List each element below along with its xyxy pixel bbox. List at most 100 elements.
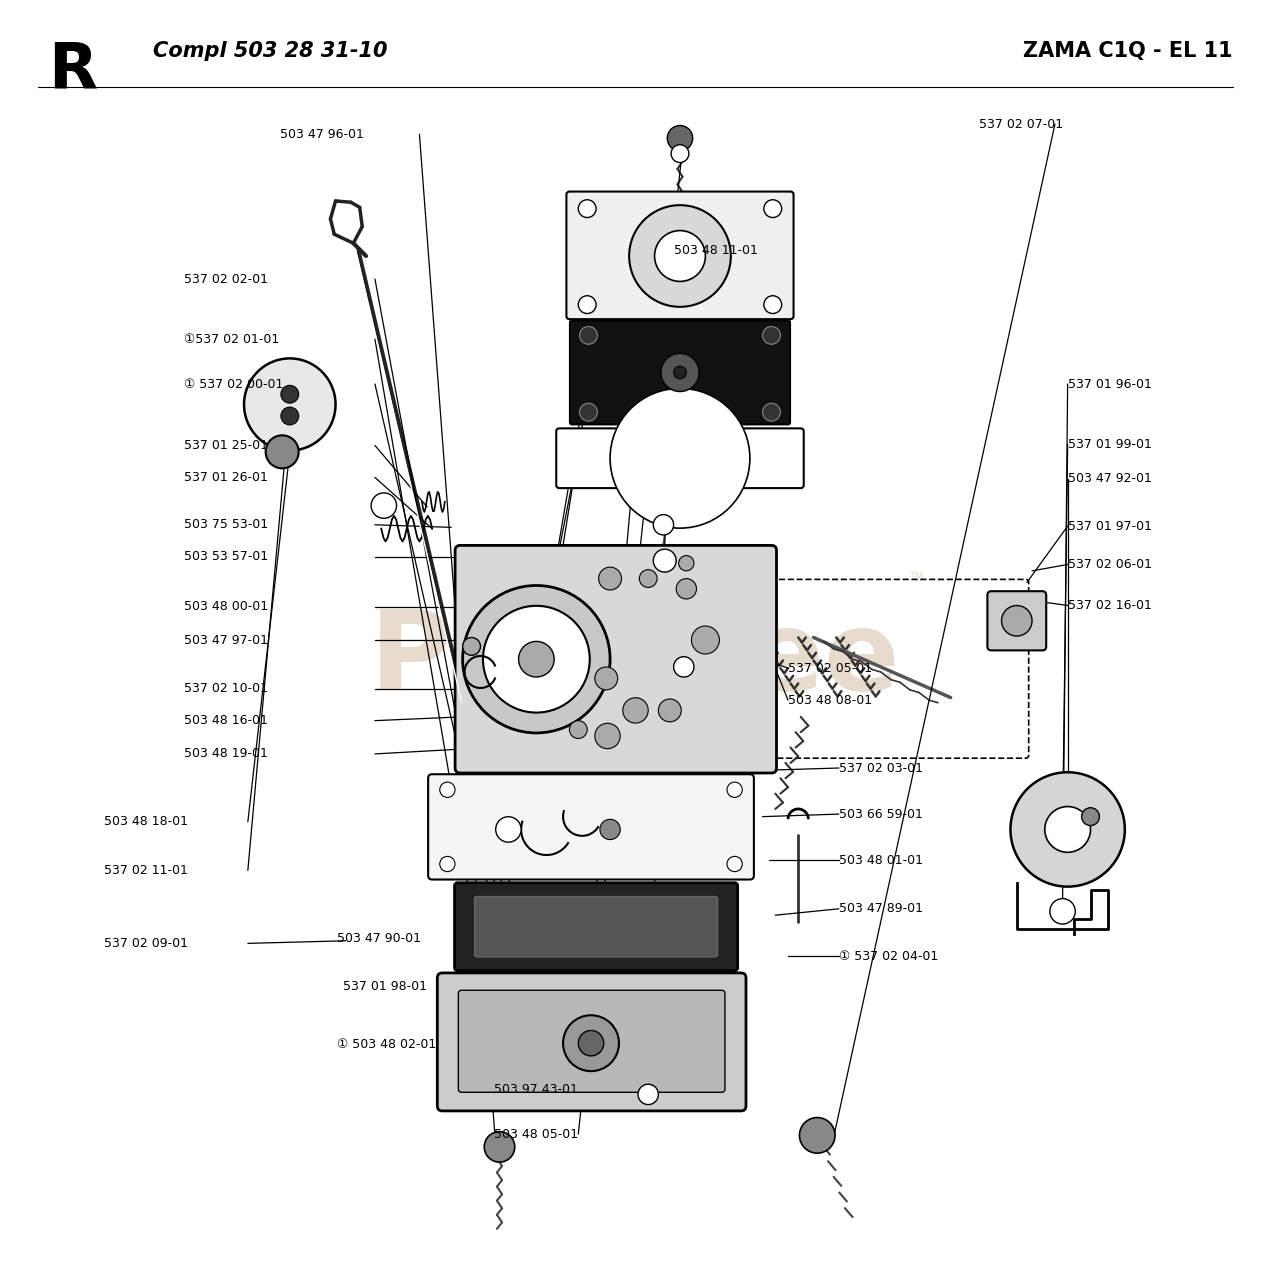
Text: 537 02 02-01: 537 02 02-01 xyxy=(184,273,268,285)
Circle shape xyxy=(655,230,705,282)
Text: ① 503 48 02-01: ① 503 48 02-01 xyxy=(337,1038,436,1051)
Circle shape xyxy=(667,125,693,151)
Circle shape xyxy=(658,699,681,722)
Text: 537 01 98-01: 537 01 98-01 xyxy=(343,980,427,993)
Circle shape xyxy=(638,1084,658,1105)
Circle shape xyxy=(1050,899,1075,924)
Circle shape xyxy=(496,817,521,842)
Circle shape xyxy=(763,403,780,421)
Circle shape xyxy=(676,579,697,599)
Circle shape xyxy=(483,605,590,713)
Circle shape xyxy=(1045,806,1091,852)
Circle shape xyxy=(1002,605,1032,636)
FancyBboxPatch shape xyxy=(569,320,791,425)
Text: 537 02 06-01: 537 02 06-01 xyxy=(1068,558,1152,571)
Circle shape xyxy=(519,641,554,677)
Circle shape xyxy=(580,403,597,421)
Text: 537 02 09-01: 537 02 09-01 xyxy=(104,937,188,950)
Ellipse shape xyxy=(244,358,336,451)
Circle shape xyxy=(600,819,620,840)
Text: 503 97 43-01: 503 97 43-01 xyxy=(494,1083,578,1096)
Circle shape xyxy=(679,556,694,571)
Text: 537 02 10-01: 537 02 10-01 xyxy=(184,682,268,695)
FancyBboxPatch shape xyxy=(988,591,1046,650)
Circle shape xyxy=(463,637,480,655)
Text: 503 66 59-01: 503 66 59-01 xyxy=(839,808,923,820)
FancyBboxPatch shape xyxy=(567,192,793,319)
Text: 503 47 97-01: 503 47 97-01 xyxy=(184,634,268,646)
FancyBboxPatch shape xyxy=(455,883,737,970)
Text: 503 48 05-01: 503 48 05-01 xyxy=(494,1128,578,1140)
Circle shape xyxy=(580,326,597,344)
Circle shape xyxy=(569,721,587,739)
Circle shape xyxy=(595,667,618,690)
Circle shape xyxy=(578,1030,604,1056)
Text: 503 48 16-01: 503 48 16-01 xyxy=(184,714,268,727)
Text: 503 47 89-01: 503 47 89-01 xyxy=(839,902,923,915)
Text: ZAMA C1Q - EL 11: ZAMA C1Q - EL 11 xyxy=(1023,41,1233,61)
Text: 503 48 01-01: 503 48 01-01 xyxy=(839,854,923,867)
Text: 503 47 96-01: 503 47 96-01 xyxy=(280,128,364,141)
Text: 503 48 11-01: 503 48 11-01 xyxy=(674,244,758,257)
Text: 503 48 19-01: 503 48 19-01 xyxy=(184,748,268,760)
Text: 537 01 26-01: 537 01 26-01 xyxy=(184,471,268,484)
Circle shape xyxy=(1082,808,1099,826)
Text: 537 01 99-01: 537 01 99-01 xyxy=(1068,438,1152,451)
Circle shape xyxy=(727,782,742,797)
Text: 537 01 25-01: 537 01 25-01 xyxy=(184,439,268,452)
FancyBboxPatch shape xyxy=(474,896,718,957)
Text: 537 02 03-01: 537 02 03-01 xyxy=(839,762,923,774)
Circle shape xyxy=(763,326,780,344)
Circle shape xyxy=(639,570,657,588)
FancyBboxPatch shape xyxy=(437,973,746,1111)
Text: 537 02 05-01: 537 02 05-01 xyxy=(788,662,872,675)
Circle shape xyxy=(371,493,397,518)
Circle shape xyxy=(595,723,620,749)
Circle shape xyxy=(599,567,622,590)
Text: 503 47 92-01: 503 47 92-01 xyxy=(1068,472,1152,485)
Text: 537 02 16-01: 537 02 16-01 xyxy=(1068,599,1152,612)
Circle shape xyxy=(764,296,782,314)
Text: 503 53 57-01: 503 53 57-01 xyxy=(184,550,268,563)
Circle shape xyxy=(1010,772,1125,887)
Text: 503 48 08-01: 503 48 08-01 xyxy=(788,694,872,707)
FancyBboxPatch shape xyxy=(557,429,803,488)
Circle shape xyxy=(610,388,750,529)
Circle shape xyxy=(661,353,699,392)
Text: TM: TM xyxy=(909,572,923,582)
Circle shape xyxy=(578,200,596,218)
Text: PartTree: PartTree xyxy=(370,605,901,713)
Text: 503 47 90-01: 503 47 90-01 xyxy=(337,932,421,945)
Circle shape xyxy=(563,1015,619,1071)
Text: Compl 503 28 31-10: Compl 503 28 31-10 xyxy=(153,41,388,61)
Text: ①537 02 01-01: ①537 02 01-01 xyxy=(184,333,280,346)
Circle shape xyxy=(266,435,299,468)
Circle shape xyxy=(653,549,676,572)
Circle shape xyxy=(463,585,610,733)
Circle shape xyxy=(674,366,686,379)
Circle shape xyxy=(727,856,742,872)
Text: 537 02 07-01: 537 02 07-01 xyxy=(979,118,1063,131)
Circle shape xyxy=(578,296,596,314)
Circle shape xyxy=(799,1117,835,1153)
Circle shape xyxy=(440,782,455,797)
FancyBboxPatch shape xyxy=(459,991,724,1092)
Circle shape xyxy=(623,698,648,723)
Circle shape xyxy=(653,515,674,535)
Text: 503 48 00-01: 503 48 00-01 xyxy=(184,600,268,613)
Text: ① 537 02 00-01: ① 537 02 00-01 xyxy=(184,378,283,390)
Circle shape xyxy=(691,626,719,654)
Text: 537 01 97-01: 537 01 97-01 xyxy=(1068,520,1152,532)
Text: 537 01 96-01: 537 01 96-01 xyxy=(1068,378,1152,390)
Text: 503 48 18-01: 503 48 18-01 xyxy=(104,815,188,828)
Text: ① 537 02 04-01: ① 537 02 04-01 xyxy=(839,950,938,963)
Circle shape xyxy=(281,385,299,403)
Circle shape xyxy=(764,200,782,218)
FancyBboxPatch shape xyxy=(455,545,777,773)
Circle shape xyxy=(671,145,689,163)
Text: 503 75 53-01: 503 75 53-01 xyxy=(184,518,268,531)
Circle shape xyxy=(484,1132,515,1162)
Text: 537 02 11-01: 537 02 11-01 xyxy=(104,864,188,877)
Circle shape xyxy=(281,407,299,425)
Circle shape xyxy=(440,856,455,872)
